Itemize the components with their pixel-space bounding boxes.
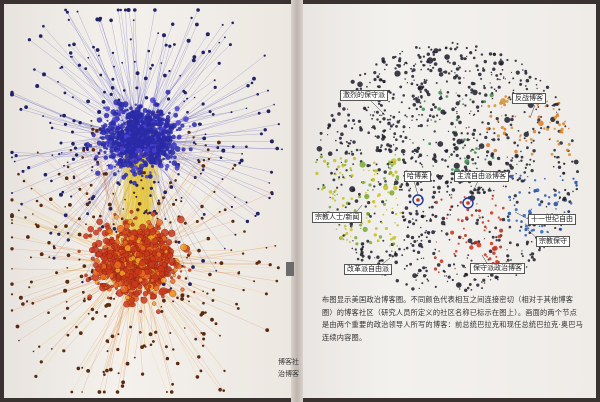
figure-caption: 布图显示美国政治博客圈。不同颜色代表相互之间连接密切（相对于其他博客圈）的博客社… <box>322 295 584 342</box>
community-label: 激烈的保守派 <box>340 90 388 101</box>
book-gutter <box>291 0 303 402</box>
graph-nodes <box>10 8 283 394</box>
community-label: 哈博莱 <box>404 171 431 182</box>
edge-text-line: 博客社 <box>278 358 299 366</box>
edge-text-line: 治博客 <box>278 370 299 378</box>
scatter-nodes <box>315 41 579 292</box>
community-label: 宗教人士/新闻 <box>312 212 363 223</box>
right-page <box>303 4 596 398</box>
key-node-ring <box>412 194 424 206</box>
left-page-edge-text: 博客社 治博客 <box>278 356 299 380</box>
community-label: 宗教保守 <box>536 236 570 247</box>
community-label: 保守派政治博客 <box>470 263 525 274</box>
key-node-ring <box>462 197 474 209</box>
community-label: 反战博客 <box>512 93 546 104</box>
community-label: 十一世纪自由 <box>528 214 576 225</box>
page-tab <box>286 262 294 276</box>
community-label: 主流自由派博客 <box>454 171 509 182</box>
community-label: 改革派自由派 <box>344 264 392 275</box>
left-page <box>4 4 291 398</box>
